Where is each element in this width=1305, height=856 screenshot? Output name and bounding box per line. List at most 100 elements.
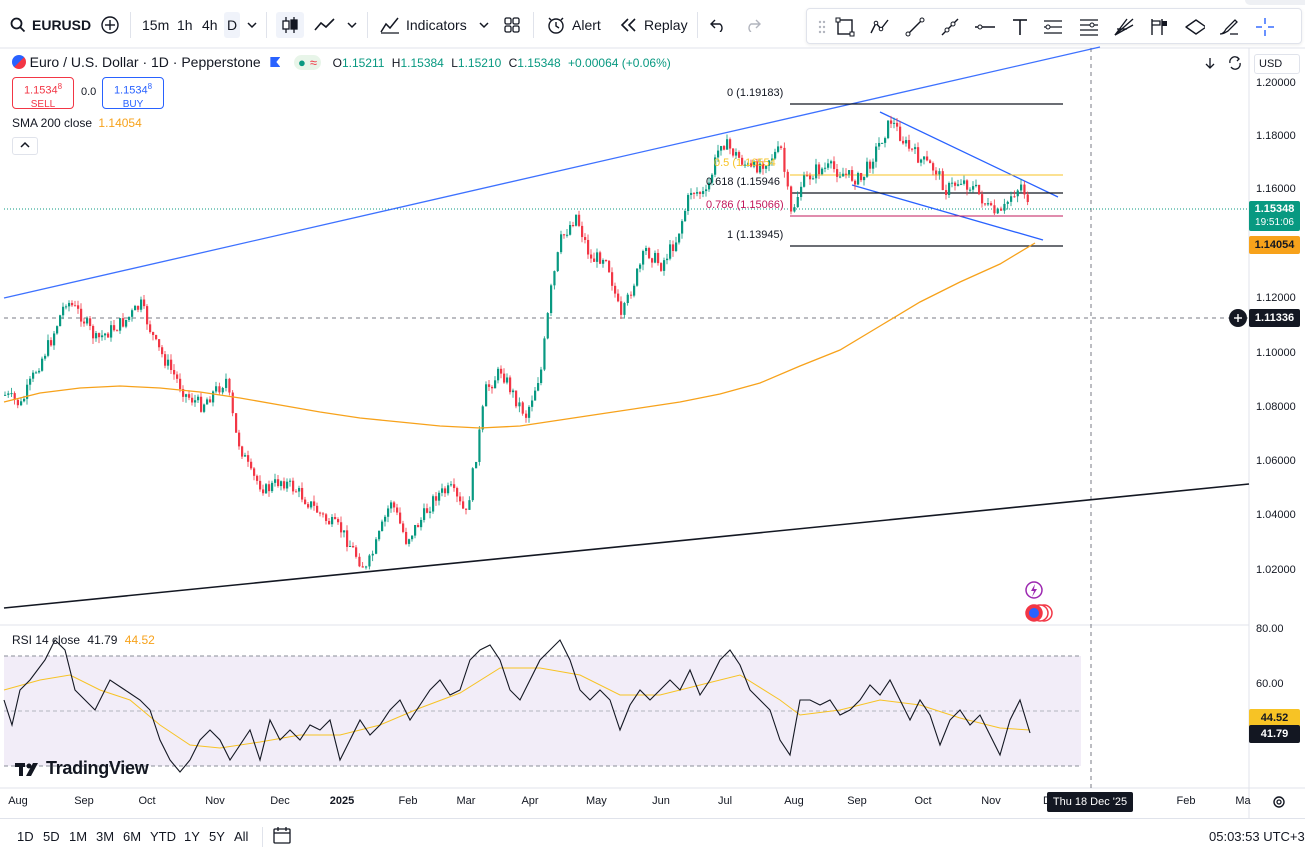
reset-scale-button[interactable] — [1225, 54, 1245, 72]
add-alert-plus-icon[interactable] — [1229, 309, 1247, 327]
collapse-legend-button[interactable] — [12, 137, 38, 155]
range-button-5d[interactable]: 5D — [43, 829, 60, 844]
candle-body — [845, 173, 848, 175]
candle-body — [289, 480, 292, 482]
interval-4h[interactable]: 4h — [202, 17, 218, 33]
candle-body — [534, 390, 537, 401]
candle-body — [899, 126, 902, 141]
date-range-button[interactable] — [272, 825, 292, 848]
candle-body — [218, 386, 221, 393]
grid-icon — [504, 17, 520, 33]
settings-button[interactable] — [1271, 794, 1287, 810]
range-button-all[interactable]: All — [234, 829, 249, 844]
buy-button[interactable]: 1.15348 BUY — [102, 77, 164, 110]
tradingview-logo[interactable]: TradingView — [14, 758, 149, 779]
candle-body — [411, 535, 414, 540]
interval-d[interactable]: D — [224, 12, 240, 38]
shape-ellipse-icon[interactable] — [1183, 16, 1205, 38]
rsi-legend[interactable]: RSI 14 close 41.79 44.52 — [12, 633, 155, 647]
candle-body — [140, 299, 143, 310]
range-button-1d[interactable]: 1D — [17, 829, 34, 844]
replay-button[interactable]: Replay — [620, 12, 688, 38]
compare-button[interactable] — [100, 12, 120, 38]
candle-body — [990, 203, 993, 206]
candle-body — [515, 390, 518, 407]
upper-trend-line[interactable] — [3, 46, 1101, 299]
scroll-down-button[interactable] — [1200, 54, 1220, 72]
range-button-6m[interactable]: 6M — [123, 829, 142, 844]
candle-body — [914, 147, 917, 150]
candle-body — [113, 325, 116, 331]
indicators-dropdown[interactable] — [478, 12, 490, 38]
channel-lower-line[interactable] — [851, 184, 1044, 241]
currency-selector[interactable]: USD — [1254, 54, 1300, 74]
time-tick: Nov — [205, 795, 225, 807]
range-button-3m[interactable]: 3M — [96, 829, 115, 844]
path-tool-icon[interactable] — [869, 16, 891, 38]
bookmark-icon[interactable] — [270, 57, 281, 67]
range-button-ytd[interactable]: YTD — [150, 829, 176, 844]
drag-handle-icon[interactable] — [811, 16, 833, 38]
text-tool-icon[interactable] — [1009, 16, 1031, 38]
range-button-5y[interactable]: 5Y — [209, 829, 225, 844]
candle-body — [975, 184, 978, 187]
candle-body — [349, 545, 352, 547]
line-chart-button[interactable] — [314, 12, 336, 38]
candle-body — [666, 258, 669, 261]
fib-retracement-icon[interactable] — [1078, 16, 1100, 38]
brush-tool-icon[interactable] — [1218, 16, 1240, 38]
interval-1h[interactable]: 1h — [177, 17, 193, 33]
candle-body — [101, 335, 104, 338]
candle-body — [459, 496, 462, 502]
sell-button[interactable]: 1.15348 SELL — [12, 77, 74, 110]
candle-body — [164, 354, 167, 366]
undo-button[interactable] — [710, 12, 726, 38]
candle-body — [726, 139, 729, 150]
candle-body — [396, 507, 399, 513]
trend-line-icon[interactable] — [904, 16, 926, 38]
indicators-button[interactable]: Indicators — [380, 12, 467, 38]
crosshair-icon[interactable] — [1254, 16, 1276, 38]
sma-legend[interactable]: SMA 200 close 1.14054 — [12, 116, 142, 130]
candle-body — [259, 480, 262, 490]
market-status-badge[interactable]: ● ≈ — [293, 55, 321, 70]
candles-button[interactable] — [276, 12, 304, 38]
candle-body — [525, 413, 528, 418]
candle-body — [575, 214, 578, 226]
candle-body — [26, 384, 29, 399]
range-button-1m[interactable]: 1M — [69, 829, 88, 844]
candle-body — [241, 446, 244, 457]
lower-trend-line[interactable] — [3, 483, 1250, 609]
horizontal-line-icon[interactable] — [974, 16, 996, 38]
candle-body — [1023, 184, 1026, 195]
range-button-1y[interactable]: 1Y — [184, 829, 200, 844]
symbol-search[interactable]: EURUSD — [10, 12, 91, 38]
long-position-icon[interactable] — [1042, 16, 1064, 38]
channel-upper-line[interactable] — [879, 111, 1059, 198]
price-tick: 1.12000 — [1256, 292, 1296, 304]
candle-body — [371, 553, 374, 556]
redo-button[interactable] — [745, 12, 761, 38]
candle-body — [699, 192, 702, 194]
candle-body — [77, 305, 80, 309]
candle-body — [390, 502, 393, 509]
chart-type-dropdown[interactable] — [346, 12, 358, 38]
candle-body — [92, 326, 95, 339]
clock[interactable]: 05:03:53 UTC+3 — [1209, 829, 1305, 844]
interval-15m[interactable]: 15m — [142, 17, 170, 33]
candle-body — [271, 482, 274, 492]
pitchfork-icon[interactable] — [1148, 16, 1170, 38]
gann-fan-icon[interactable] — [1113, 16, 1135, 38]
alert-button[interactable]: Alert — [546, 12, 601, 38]
candle-body — [62, 306, 65, 316]
ray-tool-icon[interactable] — [939, 16, 961, 38]
candle-body — [340, 522, 343, 533]
layouts-button[interactable] — [503, 12, 521, 38]
candle-body — [815, 164, 818, 179]
candle-body — [310, 501, 313, 508]
interval-dropdown[interactable] — [246, 12, 258, 38]
rectangle-tool-icon[interactable] — [834, 16, 856, 38]
candle-body — [319, 512, 322, 514]
candle-body — [53, 333, 56, 346]
